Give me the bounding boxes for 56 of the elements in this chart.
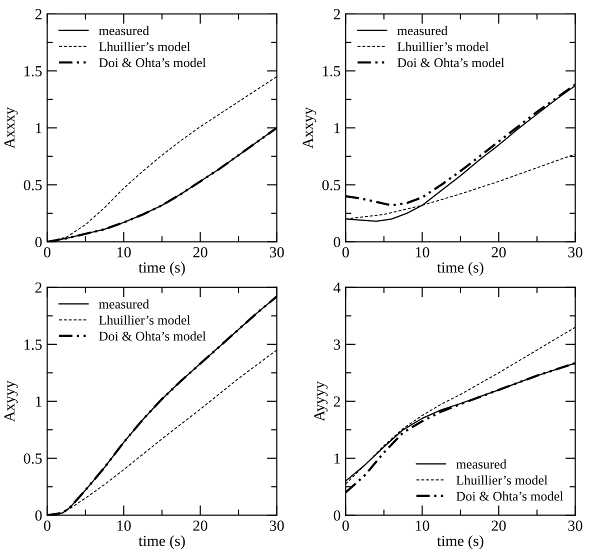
x-tick-label: 30	[270, 247, 284, 258]
x-tick-label: 20	[492, 247, 506, 258]
y-tick-label: 4	[333, 282, 341, 293]
y-tick-label: 0	[334, 236, 340, 248]
legend-label: Lhuillier’s model	[99, 42, 190, 52]
x-tick-label: 10	[416, 520, 430, 531]
x-tick-label: 0	[44, 247, 50, 258]
x-tick-label: 0	[44, 520, 50, 531]
x-tick-label: 30	[568, 520, 582, 531]
y-tick-label: 1	[334, 123, 340, 134]
x-tick-label: 20	[492, 520, 506, 531]
y-tick-label: 1.5	[323, 66, 340, 76]
y-tick-label: 2	[35, 282, 42, 293]
y-axis-title: Axxxy	[4, 107, 18, 148]
y-tick-label: 2	[334, 9, 340, 20]
x-tick-label: 10	[117, 520, 131, 531]
x-tick-label: 0	[342, 247, 349, 258]
legend-label: measured	[397, 26, 448, 36]
y-tick-label: 0.5	[24, 180, 42, 190]
y-tick-label: 0.5	[322, 180, 340, 190]
legend-label: Doi & Ohta’s model	[398, 58, 504, 68]
y-tick-label: 0	[334, 510, 340, 521]
x-tick-label: 0	[342, 520, 349, 531]
x-axis-title: time (s)	[138, 535, 185, 550]
y-tick-label: 2	[35, 9, 42, 20]
y-tick-label: 1.5	[24, 340, 42, 350]
y-tick-label: 2	[334, 396, 340, 407]
x-tick-label: 20	[193, 247, 208, 258]
legend-label: Doi & Ohta’s model	[99, 331, 206, 341]
legend-label: Doi & Ohta’s model	[456, 491, 564, 501]
y-tick-label: 1	[36, 123, 42, 134]
legend-label: measured	[98, 26, 150, 36]
y-axis-title: Ayyyy	[314, 381, 328, 422]
y-tick-label: 0	[35, 510, 42, 521]
legend-label: Lhuillier’s model	[99, 315, 190, 325]
legend-label: Doi & Ohta’s model	[99, 58, 206, 68]
x-tick-label: 10	[416, 247, 430, 258]
y-tick-label: 0	[35, 236, 42, 248]
y-tick-label: 3	[334, 340, 340, 350]
x-tick-label: 30	[568, 247, 582, 258]
legend-label: Lhuillier’s model	[456, 475, 548, 485]
legend-label: measured	[456, 459, 506, 469]
y-axis-title: Axyyy	[4, 380, 18, 422]
y-tick-label: 1	[334, 453, 340, 464]
x-axis-title: time (s)	[437, 535, 484, 550]
x-tick-label: 20	[193, 520, 208, 531]
legend-label: measured	[98, 299, 150, 309]
x-axis-title: time (s)	[138, 262, 185, 276]
y-axis-title: Axxyy	[302, 107, 316, 148]
y-tick-label: 0.5	[24, 453, 42, 464]
y-tick-label: 1.5	[24, 66, 42, 76]
x-tick-label: 30	[270, 520, 284, 531]
x-axis-title: time (s)	[437, 262, 484, 276]
x-tick-label: 10	[117, 247, 131, 258]
legend-label: Lhuillier’s model	[398, 42, 489, 52]
y-tick-label: 1	[36, 396, 42, 407]
